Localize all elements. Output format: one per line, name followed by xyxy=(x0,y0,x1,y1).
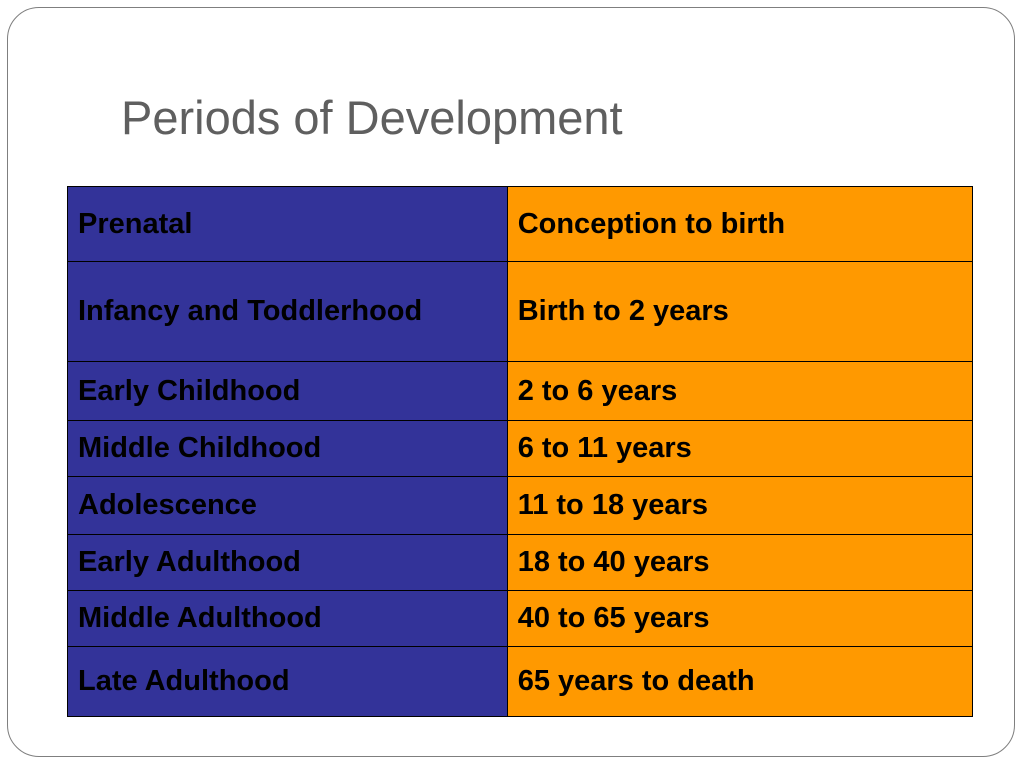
slide-frame: Periods of Development Prenatal Concepti… xyxy=(7,7,1015,757)
table-row: Early Childhood 2 to 6 years xyxy=(67,361,974,421)
slide-title: Periods of Development xyxy=(121,91,623,144)
table-row: Adolescence 11 to 18 years xyxy=(67,476,974,535)
development-periods-table: Prenatal Conception to birth Infancy and… xyxy=(67,186,974,717)
period-cell: Early Childhood xyxy=(67,361,508,421)
table-row: Prenatal Conception to birth xyxy=(67,186,974,262)
age-range-cell: 65 years to death xyxy=(506,646,974,717)
period-cell: Infancy and Toddlerhood xyxy=(67,261,508,362)
table-row: Middle Adulthood 40 to 65 years xyxy=(67,590,974,647)
table-row: Middle Childhood 6 to 11 years xyxy=(67,420,974,477)
table-row: Infancy and Toddlerhood Birth to 2 years xyxy=(67,261,974,362)
table-row: Early Adulthood 18 to 40 years xyxy=(67,534,974,591)
age-range-cell: 18 to 40 years xyxy=(506,534,974,591)
age-range-cell: Birth to 2 years xyxy=(506,261,974,362)
period-cell: Late Adulthood xyxy=(67,646,508,717)
period-cell: Middle Childhood xyxy=(67,420,508,477)
age-range-cell: 40 to 65 years xyxy=(506,590,974,647)
age-range-cell: 6 to 11 years xyxy=(506,420,974,477)
period-cell: Middle Adulthood xyxy=(67,590,508,647)
age-range-cell: 11 to 18 years xyxy=(506,476,974,535)
period-cell: Early Adulthood xyxy=(67,534,508,591)
age-range-cell: Conception to birth xyxy=(506,186,974,262)
development-table-container: Prenatal Conception to birth Infancy and… xyxy=(67,186,974,717)
age-range-cell: 2 to 6 years xyxy=(506,361,974,421)
table-row: Late Adulthood 65 years to death xyxy=(67,646,974,717)
period-cell: Adolescence xyxy=(67,476,508,535)
period-cell: Prenatal xyxy=(67,186,508,262)
